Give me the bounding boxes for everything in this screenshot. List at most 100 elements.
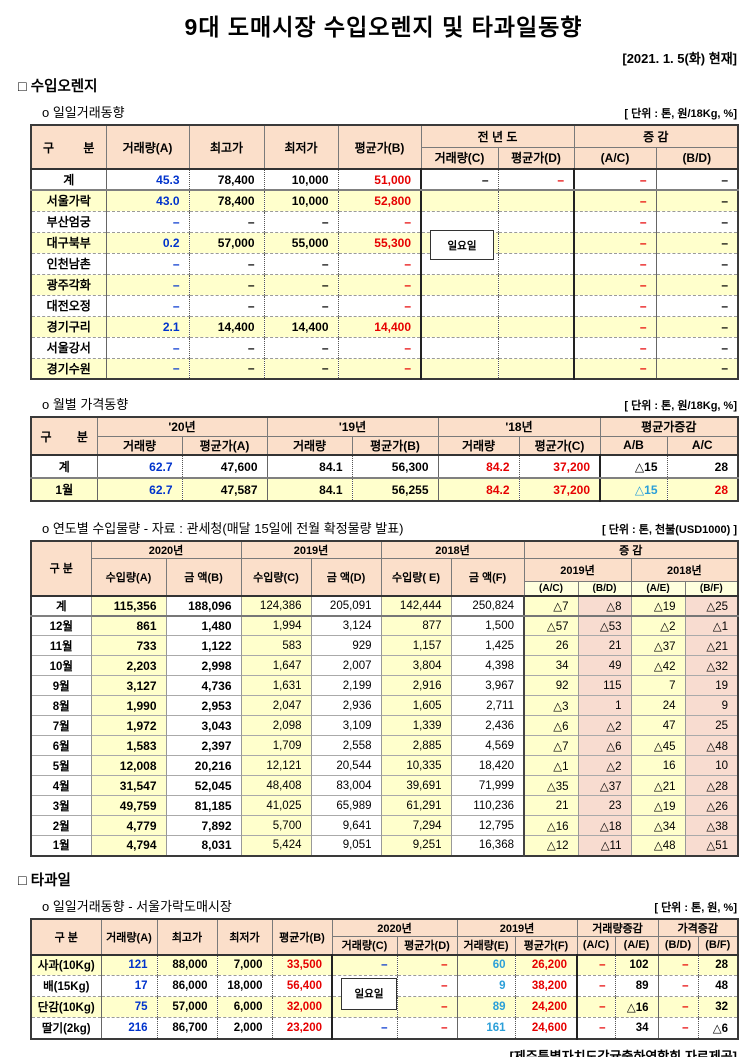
orange-monthly-table-wrap: 구 분 '20년 '19년 '18년 평균가증감 거래량 평균가(A) 거래량 …: [30, 416, 740, 502]
table-cell: 21: [523, 795, 578, 816]
table-cell: –: [337, 357, 421, 379]
table-cell: 61,291: [380, 795, 451, 816]
row-label: 4월: [31, 775, 91, 796]
table-cell: –: [396, 975, 457, 997]
table-cell: 2,397: [165, 735, 241, 756]
table-cell: 1,122: [165, 635, 241, 656]
table-cell: –: [655, 294, 739, 316]
table-cell: 2,936: [310, 695, 381, 716]
table-cell: 56,300: [351, 455, 438, 479]
table-cell: 0.2: [105, 231, 189, 253]
table-cell: 3,109: [310, 715, 381, 736]
table-cell: 48,408: [240, 775, 311, 796]
table-cell: 83,004: [310, 775, 381, 796]
col-header-ac: (A/C): [573, 146, 657, 170]
col-header-volume: 거래량: [96, 435, 183, 456]
table-cell: 56,400: [271, 975, 332, 997]
table-cell: 55,000: [263, 231, 338, 253]
col-header-avg-c: 평균가(C): [518, 435, 601, 456]
table-cell: 14,400: [263, 315, 338, 337]
table-cell: 28: [697, 954, 739, 976]
table-cell: 51,000: [337, 169, 421, 191]
table-cell: –: [655, 336, 739, 358]
table-cell: 4,779: [90, 815, 166, 836]
table-cell: –: [263, 336, 338, 358]
col-header-ae: (A/E): [630, 581, 686, 596]
table-cell: 75: [100, 996, 157, 1018]
row-label: 8월: [31, 695, 91, 716]
table-cell: △12: [523, 835, 578, 856]
table-cell: 45.3: [105, 169, 189, 191]
table-cell: –: [331, 954, 397, 976]
table-cell: 88,000: [156, 954, 217, 976]
table-cell: [497, 336, 575, 358]
table-cell: △7: [523, 595, 578, 617]
table-cell: –: [263, 273, 338, 295]
table-cell: 1,583: [90, 735, 166, 756]
table-cell: 28: [666, 455, 739, 479]
col-header-import-a: 수입량(A): [90, 558, 167, 596]
table-cell: 10,000: [263, 189, 338, 211]
table-cell: 216: [100, 1017, 157, 1039]
table-cell: 38,200: [514, 975, 577, 997]
col-header-amount-d: 금 액(D): [310, 558, 382, 596]
table-cell: –: [188, 210, 264, 232]
table-cell: 28: [666, 477, 739, 501]
table-cell: 25: [684, 715, 739, 736]
table-cell: △15: [599, 477, 667, 501]
table-cell: –: [337, 294, 421, 316]
row-label: 7월: [31, 715, 91, 736]
table-cell: 86,700: [156, 1017, 217, 1039]
table-cell: △7: [523, 735, 578, 756]
table-cell: 86,000: [156, 975, 217, 997]
table-cell: △28: [684, 775, 739, 796]
table-cell: 7,294: [380, 815, 451, 836]
row-label: 사과(10Kg): [31, 954, 101, 976]
table-cell: △26: [684, 795, 739, 816]
col-header-volume-a: 거래량(A): [105, 124, 190, 170]
table-cell: △2: [577, 755, 631, 776]
table-cell: 205,091: [310, 595, 381, 617]
table-cell: [497, 357, 575, 379]
table-cell: △25: [684, 595, 739, 617]
table-cell: 5,700: [240, 815, 311, 836]
table-cell: –: [573, 169, 657, 191]
table-cell: 1,605: [380, 695, 451, 716]
table-cell: –: [263, 357, 338, 379]
table-cell: 71,999: [450, 775, 524, 796]
table-cell: 16: [630, 755, 685, 776]
table-cell: 9: [684, 695, 739, 716]
table-cell: 65,989: [310, 795, 381, 816]
table-cell: 8,031: [165, 835, 241, 856]
table-cell: △19: [630, 595, 685, 617]
table-cell: 2.1: [105, 315, 189, 337]
orange-daily-table: 구 분 거래량(A) 최고가 최저가 평균가(B) 전 년 도 증 감 거래량(…: [30, 124, 740, 380]
row-label: 9월: [31, 675, 91, 696]
table-cell: 32,000: [271, 996, 332, 1018]
table-cell: 1,972: [90, 715, 166, 736]
table-cell: △53: [577, 615, 631, 636]
table-cell: –: [188, 273, 264, 295]
table-cell: –: [337, 336, 421, 358]
table-cell: –: [573, 273, 657, 295]
table-cell: 7: [630, 675, 685, 696]
row-label: 인천남촌: [31, 252, 106, 274]
fruit-daily-table-wrap: 구 분 거래량(A) 최고가 최저가 평균가(B) 2020년 2019년 거래…: [30, 917, 740, 1040]
table-cell: –: [655, 231, 739, 253]
table-cell: 1,339: [380, 715, 451, 736]
row-label: 부산엄궁: [31, 210, 106, 232]
table-cell: 41,025: [240, 795, 311, 816]
table-cell: 89: [614, 975, 659, 997]
unit-note-orange-monthly: [ 단위 : 톤, 원/18Kg, %]: [624, 400, 737, 412]
table-cell: [420, 294, 498, 316]
table-cell: [420, 210, 498, 232]
table-cell: △11: [577, 835, 631, 856]
table-cell: [420, 273, 498, 295]
orange-yearly-table-wrap: 구 분 2020년 2019년 2018년 증 감 수입량(A) 금 액(B) …: [30, 540, 740, 857]
table-cell: –: [576, 1017, 615, 1039]
table-cell: –: [573, 210, 657, 232]
col-header-gubun: 구 분: [30, 124, 107, 170]
table-cell: △16: [614, 996, 659, 1018]
table-cell: –: [396, 1017, 457, 1039]
unit-note-fruit-daily: [ 단위 : 톤, 원, %]: [654, 901, 737, 914]
